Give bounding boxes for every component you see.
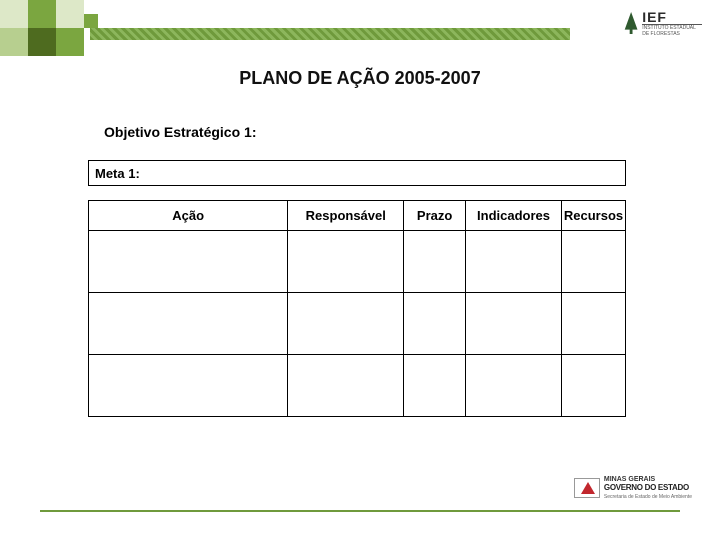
bottom-rule (40, 510, 680, 512)
logo-ief: IEF INSTITUTO ESTADUAL DE FLORESTAS (624, 8, 702, 38)
header-square (56, 28, 84, 56)
th-indicadores: Indicadores (466, 201, 562, 231)
th-responsavel: Responsável (288, 201, 404, 231)
table-cell (466, 355, 562, 417)
table-header-row: Ação Responsável Prazo Indicadores Recur… (89, 201, 626, 231)
table-row (89, 231, 626, 293)
table-row (89, 355, 626, 417)
table-cell (404, 355, 466, 417)
table-cell (404, 293, 466, 355)
meta-label: Meta 1: (95, 166, 140, 181)
table-cell (89, 355, 288, 417)
header-ribbon (90, 28, 570, 40)
table-cell (561, 355, 625, 417)
footer-line1: MINAS GERAIS (604, 476, 692, 483)
header-square (56, 0, 84, 28)
footer-line3: Secretaria de Estado de Meio Ambiente (604, 494, 692, 500)
header-square (84, 14, 98, 28)
table-cell (288, 355, 404, 417)
table-cell (466, 293, 562, 355)
header-square (28, 0, 56, 28)
header-square (0, 0, 28, 28)
table-cell (561, 231, 625, 293)
footer-line2: GOVERNO DO ESTADO (604, 483, 692, 492)
table-cell (288, 231, 404, 293)
action-table: Ação Responsável Prazo Indicadores Recur… (88, 200, 626, 417)
tree-icon (624, 12, 638, 34)
th-prazo: Prazo (404, 201, 466, 231)
table-cell (561, 293, 625, 355)
logo-abbrev: IEF (642, 10, 702, 25)
header-square (0, 28, 28, 56)
minas-gerais-flag-icon (574, 478, 600, 498)
table-cell (288, 293, 404, 355)
table-cell (89, 293, 288, 355)
meta-box: Meta 1: (88, 160, 626, 186)
table-cell (89, 231, 288, 293)
page-title: PLANO DE AÇÃO 2005-2007 (0, 68, 720, 89)
th-recursos: Recursos (561, 201, 625, 231)
th-acao: Ação (89, 201, 288, 231)
table-row (89, 293, 626, 355)
header-square (28, 28, 56, 56)
logo-subtitle: INSTITUTO ESTADUAL DE FLORESTAS (642, 25, 702, 37)
table-cell (466, 231, 562, 293)
footer-logo-minas-gerais: MINAS GERAIS GOVERNO DO ESTADO Secretari… (574, 476, 692, 500)
table-cell (404, 231, 466, 293)
objective-label: Objetivo Estratégico 1: (104, 124, 256, 140)
